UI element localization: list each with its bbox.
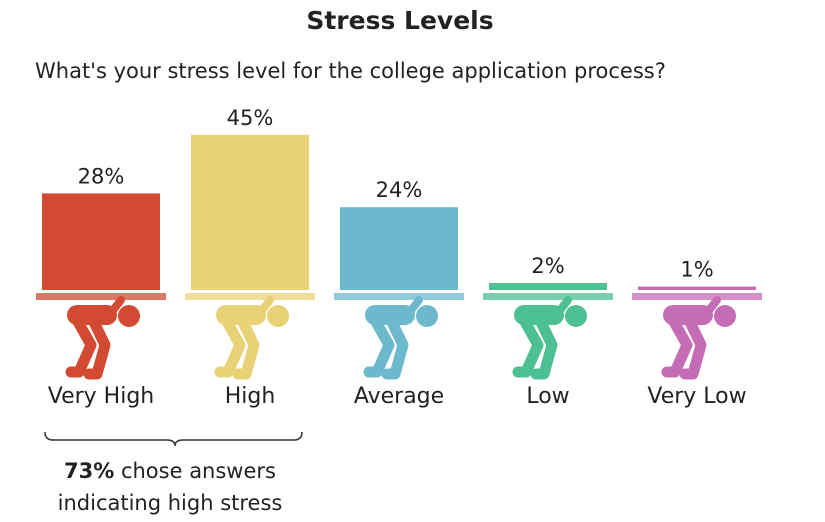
icon-head — [565, 305, 587, 327]
value-label: 45% — [227, 106, 274, 130]
tray — [334, 293, 464, 300]
icon-arm — [103, 296, 125, 322]
icon-leg — [381, 314, 409, 380]
value-label: 28% — [78, 164, 125, 188]
icon-leg — [661, 314, 693, 378]
bar — [42, 193, 160, 290]
icon-leg — [83, 314, 111, 380]
icon-leg — [530, 314, 558, 380]
chart-title: Stress Levels — [306, 6, 493, 35]
tray — [632, 293, 762, 300]
bar — [340, 207, 458, 290]
icon-leg — [232, 314, 260, 380]
icon-head — [416, 305, 438, 327]
brace — [44, 431, 303, 447]
x-tick-label: Very Low — [647, 384, 746, 409]
annotation-line: 73% chose answers — [64, 459, 276, 483]
icon-arm — [550, 296, 572, 322]
icon-leg — [214, 314, 246, 378]
annotation-text: chose answers — [121, 459, 276, 483]
icon-leg — [679, 314, 707, 380]
tray — [185, 293, 315, 300]
icon-arm — [252, 296, 274, 322]
chart-subtitle: What's your stress level for the college… — [35, 59, 666, 83]
tray — [483, 293, 613, 300]
icon-head — [267, 305, 289, 327]
annotation-emphasis: 73% — [64, 459, 114, 483]
icon-leg — [512, 314, 544, 378]
annotation-line: indicating high stress — [58, 491, 283, 515]
icon-head — [118, 305, 140, 327]
bar — [191, 134, 309, 290]
icon-leg — [65, 314, 97, 378]
value-label: 1% — [680, 258, 713, 282]
x-tick-label: Average — [354, 384, 444, 409]
icon-head — [714, 305, 736, 327]
icon-leg — [363, 314, 395, 378]
x-tick-label: Low — [526, 384, 569, 409]
x-tick-label: Very High — [48, 384, 155, 409]
bar — [638, 286, 756, 290]
icon-arm — [401, 296, 423, 322]
x-tick-label: High — [225, 384, 276, 409]
icon-arm — [699, 296, 721, 322]
value-label: 2% — [531, 254, 564, 278]
bar — [489, 283, 607, 290]
tray — [36, 293, 166, 300]
value-label: 24% — [376, 178, 423, 202]
